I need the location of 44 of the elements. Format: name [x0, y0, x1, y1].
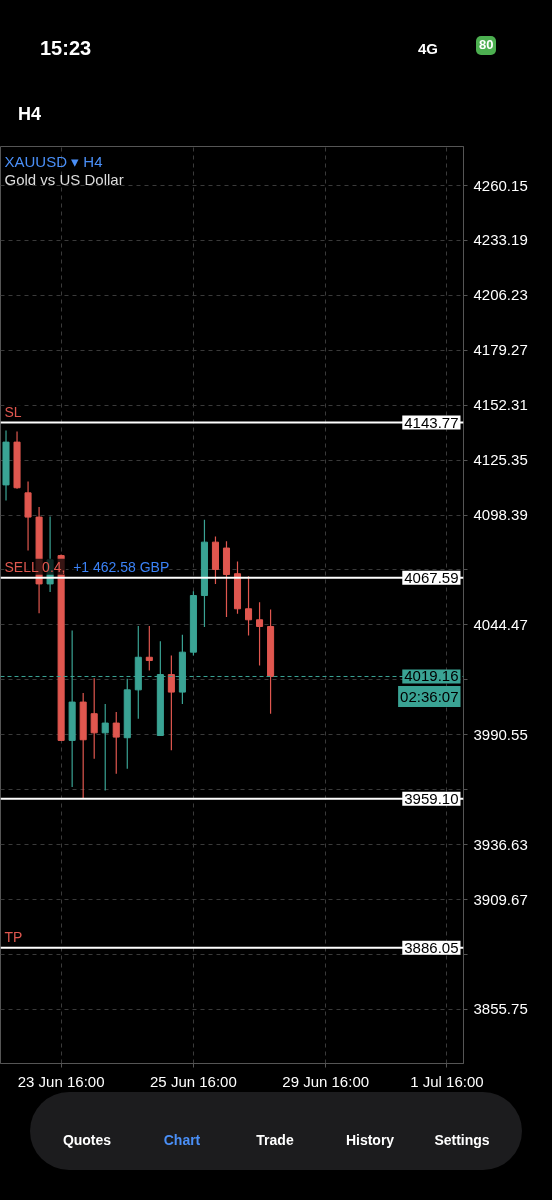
annotation: 3959.10	[404, 789, 459, 807]
x-tick-label: 29 Jun 16:00	[282, 1072, 370, 1090]
x-tick-label: 23 Jun 16:00	[17, 1072, 105, 1090]
candlestick	[245, 575, 253, 637]
y-tick-label: 4152.31	[473, 396, 528, 414]
candlestick	[101, 703, 109, 792]
text: 80	[476, 36, 497, 55]
y-tick-label: 4098.39	[473, 506, 528, 524]
annotation: 02:36:07	[400, 687, 459, 705]
y-tick-label: 4206.23	[473, 286, 528, 304]
text: Quotes	[61, 1131, 113, 1150]
text: Settings	[433, 1131, 491, 1150]
text: History	[344, 1131, 396, 1150]
candlestick	[90, 677, 98, 760]
candlestick	[112, 711, 120, 775]
candlestick	[167, 654, 175, 751]
annotation: 3886.05	[404, 938, 459, 956]
y-tick-label: 3936.63	[473, 835, 528, 853]
ref-line-label: TP	[4, 928, 23, 945]
y-tick-label: 4233.19	[473, 231, 528, 249]
y-tick-label: 4260.15	[473, 176, 528, 194]
y-tick-label: 3855.75	[473, 1000, 528, 1018]
candlestick	[256, 601, 264, 667]
text: Gold vs US Dollar	[4, 170, 124, 188]
ref-line-label: SELL 0.4,	[4, 558, 66, 575]
text: Trade	[255, 1131, 295, 1150]
annotation: +1 462.58 GBP	[73, 558, 170, 575]
text: Chart	[162, 1131, 202, 1150]
text: H4	[18, 103, 42, 126]
ref-line-label: SL	[4, 403, 22, 420]
y-tick-label: 4179.27	[473, 341, 528, 359]
annotation: 4019.16	[404, 667, 459, 685]
y-tick-label: 4125.35	[473, 451, 528, 469]
annotation: 4143.77	[404, 413, 459, 431]
y-tick-label: 4044.47	[473, 615, 528, 633]
y-tick-label: 3909.67	[473, 890, 528, 908]
candlestick	[145, 625, 153, 672]
annotation: 4067.59	[404, 568, 459, 586]
x-tick-label: 1 Jul 16:00	[410, 1072, 484, 1090]
chart-title: XAUUSD ▾ H4	[4, 152, 103, 170]
text: 4G	[418, 39, 439, 59]
y-tick-label: 3990.55	[473, 725, 528, 743]
text: 15:23	[40, 36, 92, 61]
x-tick-label: 25 Jun 16:00	[150, 1072, 237, 1090]
